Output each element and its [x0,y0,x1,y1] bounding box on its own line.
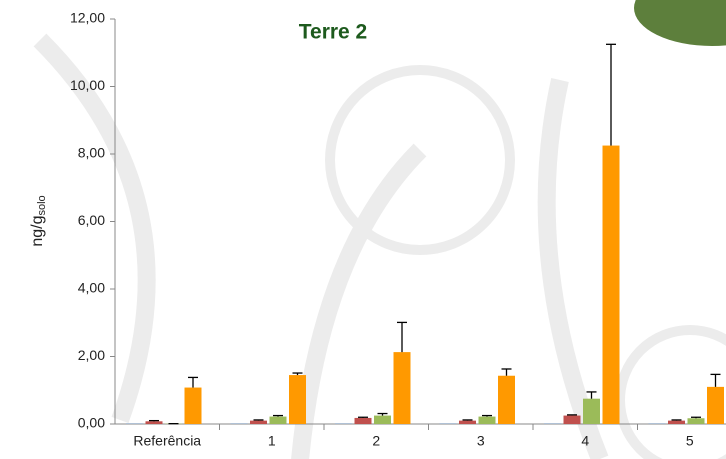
y-tick-label: 6,00 [78,212,105,228]
x-tick-label: 4 [581,433,589,449]
x-tick-label: 3 [477,433,485,449]
x-tick-label: 2 [372,433,380,449]
chart-title: Terre 2 [299,21,368,44]
bar [583,398,600,424]
bar [289,375,306,424]
y-tick-label: 0,00 [78,415,105,431]
x-tick-label: Referência [133,433,201,449]
bar [687,418,705,424]
y-tick-label: 2,00 [78,347,105,363]
bar [393,352,411,424]
bar [374,415,391,424]
bar [707,386,724,424]
y-tick-label: 8,00 [78,145,105,161]
bar [459,420,476,424]
bar [184,387,202,424]
bar [602,145,620,424]
bar [498,375,515,424]
y-axis-label-main: ng/g [29,216,46,247]
bar [145,421,163,424]
y-axis-label-sub: solo [36,195,48,215]
x-tick-label: 5 [686,433,694,449]
background-decoration [33,33,726,459]
bar [269,416,287,424]
bar [250,420,267,424]
bar [563,415,581,424]
bar [354,417,372,424]
y-tick-label: 4,00 [78,280,105,296]
y-tick-label: 10,00 [70,77,105,93]
corner-decoration [634,0,726,46]
y-tick-label: 12,00 [70,10,105,26]
bar [668,420,685,424]
bar [478,416,496,424]
x-tick-label: 1 [268,433,276,449]
y-axis-label: ng/gsolo [29,195,48,246]
